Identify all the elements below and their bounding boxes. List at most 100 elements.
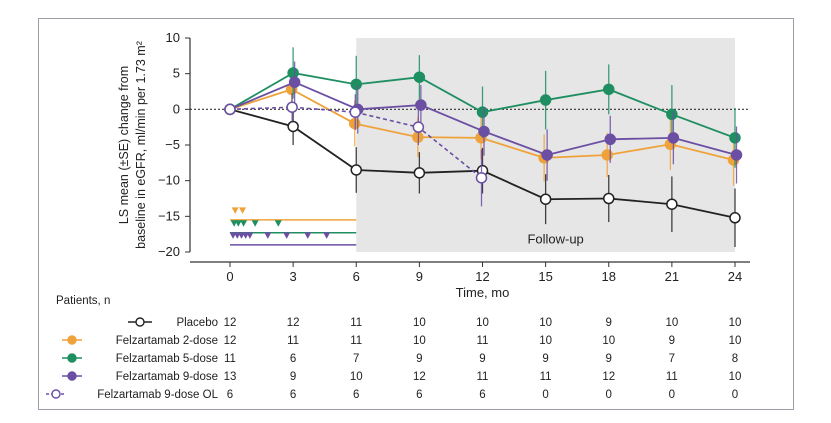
data-point (287, 120, 299, 133)
x-axis-label: Time, mo (456, 285, 510, 300)
dose-triangle-marker (231, 207, 239, 214)
patient-count: 10 (413, 317, 426, 329)
dose-triangle-marker (234, 220, 242, 227)
data-point (666, 108, 678, 121)
x-tick-label: 24 (728, 269, 742, 284)
patient-count: 11 (287, 335, 299, 347)
data-point (415, 99, 427, 111)
patient-count: 6 (416, 389, 422, 401)
legend-marker (67, 353, 77, 363)
data-point (349, 106, 361, 118)
data-point (475, 172, 488, 184)
legend-marker (67, 371, 77, 381)
dose-triangle-marker (264, 232, 272, 239)
patient-count: 7 (353, 353, 359, 365)
dose-triangle-marker (239, 207, 247, 214)
data-point (288, 76, 301, 88)
patient-count: 12 (224, 317, 237, 329)
patients-table-title: Patients, n (56, 295, 110, 307)
follow-up-label: Follow-up (527, 231, 583, 246)
y-tick-label: −20 (158, 244, 180, 259)
data-point (666, 198, 678, 210)
y-tick-label: −15 (158, 208, 180, 223)
patient-count: 0 (606, 389, 612, 401)
patients-row-label: Felzartamab 9-dose OL (97, 389, 218, 401)
patient-count: 6 (353, 389, 359, 401)
data-point (729, 212, 741, 224)
dose-triangle-marker (240, 220, 248, 227)
patient-count: 8 (732, 353, 738, 365)
data-point (730, 149, 743, 161)
patient-count: 13 (224, 371, 237, 383)
patient-count: 11 (224, 353, 236, 365)
x-tick-label: 21 (665, 269, 679, 284)
data-point (413, 71, 426, 83)
data-point (604, 133, 616, 146)
patient-count: 10 (665, 317, 678, 329)
patient-count: 11 (477, 371, 489, 383)
y-axis-label-line1: LS mean (±SE) change from (117, 66, 131, 224)
data-point (729, 132, 741, 144)
data-point (476, 106, 489, 118)
patient-count: 9 (542, 353, 548, 365)
patients-row-label: Felzartamab 5-dose (116, 353, 218, 365)
legend-marker (67, 335, 77, 345)
patient-count: 12 (413, 371, 426, 383)
patient-count: 0 (542, 389, 548, 401)
x-tick-label: 3 (290, 269, 297, 284)
data-point (603, 192, 615, 205)
patient-count: 9 (290, 371, 296, 383)
data-point (541, 149, 553, 161)
series-line (229, 106, 483, 179)
dose-triangle-marker (283, 232, 291, 239)
patient-count: 12 (287, 317, 300, 329)
patients-row-label: Felzartamab 2-dose (116, 335, 218, 347)
data-point (539, 94, 552, 106)
data-point (478, 125, 490, 138)
patient-count: 9 (416, 353, 422, 365)
y-axis-label-line2: baseline in eGFR, ml/min per 1.73 m² (134, 41, 148, 249)
dose-triangle-marker (304, 232, 312, 239)
y-tick-label: −10 (158, 173, 180, 188)
data-point (287, 67, 299, 79)
patient-count: 9 (606, 317, 612, 329)
patient-count: 11 (666, 371, 678, 383)
y-axis-label: LS mean (±SE) change from baseline in eGF… (117, 41, 148, 249)
patient-count: 10 (602, 335, 615, 347)
patient-count: 0 (669, 389, 675, 401)
data-point (667, 132, 680, 144)
legend-marker (51, 389, 61, 399)
patient-count: 12 (602, 371, 615, 383)
patient-count: 11 (350, 317, 362, 329)
patient-count: 6 (479, 389, 485, 401)
patients-row-label: Placebo (176, 317, 218, 329)
patient-count: 11 (350, 335, 362, 347)
patient-count: 6 (227, 389, 233, 401)
patient-count: 10 (729, 371, 742, 383)
data-point (350, 164, 362, 176)
y-tick-label: 0 (173, 101, 180, 116)
patient-count: 9 (479, 353, 485, 365)
patient-count: 10 (476, 317, 489, 329)
data-point (224, 103, 236, 116)
y-tick-label: 10 (166, 30, 180, 45)
patient-count: 11 (477, 335, 489, 347)
patient-count: 10 (539, 335, 552, 347)
patient-count: 10 (413, 335, 426, 347)
x-tick-label: 12 (475, 269, 489, 284)
figure-frame (38, 18, 794, 410)
dose-triangle-marker (251, 220, 259, 227)
patient-count: 9 (669, 335, 675, 347)
patient-count: 10 (729, 317, 742, 329)
legend-marker (135, 317, 145, 327)
y-tick-label: 5 (173, 66, 180, 81)
data-point (539, 193, 552, 205)
data-point (350, 78, 362, 91)
x-tick-label: 9 (416, 269, 423, 284)
patient-count: 6 (290, 389, 296, 401)
patient-count: 10 (539, 317, 552, 329)
dose-triangle-marker (246, 232, 254, 239)
y-tick-label: −5 (165, 137, 180, 152)
patient-count: 10 (729, 335, 742, 347)
